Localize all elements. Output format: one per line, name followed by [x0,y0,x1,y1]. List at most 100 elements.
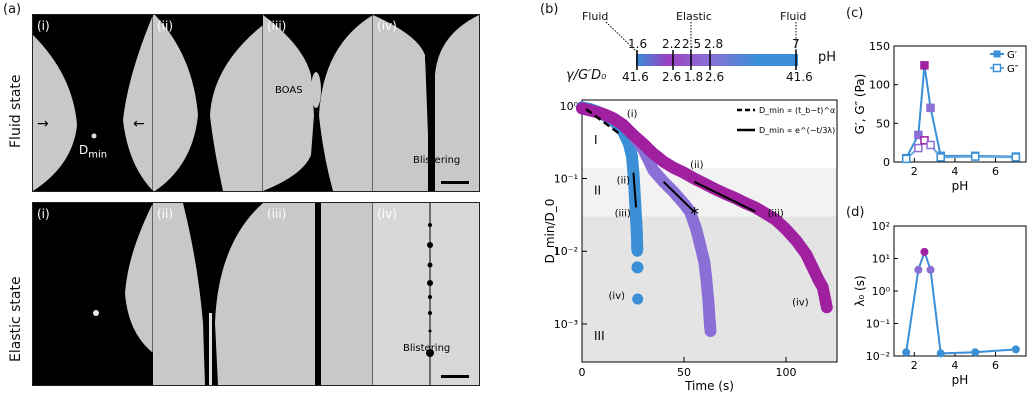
critical-point-marker: * [690,204,699,225]
data-point [820,301,833,314]
plot-frame [581,99,838,363]
elastic-state-frames [33,203,479,385]
elastic-frame-iii: (iii) [267,207,287,221]
panel-b-label: (b) [540,2,559,17]
fluid-scale-bar [441,181,469,184]
y-tick-label: 0 [883,156,890,169]
y-tick-label: 100 [869,79,890,92]
region-label: II [594,184,601,198]
x-tick-label: 2 [911,165,918,178]
power-law-fit-line [585,108,620,135]
state-elastic: Elastic [676,10,712,23]
fluid-state-frames [33,15,479,191]
series-annotation: (ii) [617,176,630,187]
series-annotation: (i) [627,109,638,120]
series-annotation: (ii) [690,160,703,171]
dmin-label: Dmin [79,143,108,161]
fluid-frame-iv: (iv) [377,19,397,33]
data-point [920,247,929,256]
x-axis-label: pH [952,373,969,387]
panel-a-label: (a) [3,2,22,17]
series-line [905,248,1016,355]
x-tick-label: 50 [677,366,691,379]
panel-c-label: (c) [846,6,864,21]
x-axis-label: Time (s) [684,379,734,393]
elastic-state-title: Elastic state [8,276,24,362]
legend-gdprime-marker [992,63,1002,73]
y-axis-label: G′, G″ (Pa) [853,74,867,135]
y-tick-label: 150 [869,40,890,53]
data-point [936,153,945,162]
ratio-tick-5: 41.6 [786,70,813,84]
x-tick-label: 0 [579,366,586,379]
x-tick-label: 100 [776,366,797,379]
panel-d-label: (d) [846,205,865,220]
data-point [902,348,911,357]
modulus-chart: 0 50 100 150 2 4 6 pH G′, G″ (Pa) G′ G″ [853,40,1027,193]
data-point [901,154,911,164]
state-fluid-left: Fluid [582,10,609,23]
y-tick-label: 10⁰ [560,100,579,113]
boas-label: BOAS [275,85,303,96]
ph-tick-4: 2.8 [704,37,724,51]
legend-gprime-label: G′ [1007,50,1018,61]
y-axis-label: λ₀ (s) [853,275,867,306]
fluid-frame-i: (i) [37,19,50,33]
elastic-frame-iv: (iv) [377,207,397,221]
ratio-tick-3: 1.8 [684,70,704,84]
ratio-tick-2: 2.6 [662,70,682,84]
data-point [631,245,643,257]
ratio-label: γ/G′D₀ [566,68,607,83]
legend-gprime-marker [993,50,1001,58]
data-point [704,325,717,338]
data-point [936,349,945,358]
elastic-state-image: (i) (ii) (iii) (iv) Blistering [32,202,480,386]
y-tick-label: 10⁰ [872,285,891,298]
legend-solid-label: D_min ∝ e^(−t/3λ) [759,126,835,135]
x-tick-label: 6 [992,165,999,178]
ph-tick-3: 2.5 [682,37,702,51]
region-label: I [594,133,598,147]
data-point [970,152,980,161]
arrow-left-icon: ← [133,116,145,132]
elastic-scale-bar [441,375,469,378]
exp-fit-line-purple [693,180,756,213]
data-point [926,103,935,113]
y-tick-label: 10⁻¹ [554,172,578,185]
series-annotation: (iii) [615,209,631,220]
fluid-state-image: (i) (ii) (iii) (iv) → ← Dmin BOAS Bliste… [32,14,480,192]
legend-gdprime-label: G″ [1007,64,1019,75]
fluid-frame-iii: (iii) [267,19,287,33]
state-fluid-right: Fluid [780,10,807,23]
series-annotation: (iv) [609,291,626,302]
ph-tick-2: 2.2 [662,37,682,51]
data-point [914,130,923,140]
x-axis-label: pH [952,179,969,193]
series-annotation: (iii) [768,209,784,220]
data-point [1011,153,1021,162]
y-tick-label: 10¹ [872,253,890,266]
data-point [971,348,980,357]
data-point [632,293,644,305]
y-tick-label: 10² [872,220,890,233]
y-tick-label: 10⁻² [554,245,578,258]
y-tick-label: 50 [876,117,890,130]
y-tick-label: 10⁻² [866,350,890,363]
x-tick-label: 6 [992,359,999,372]
x-tick-label: 4 [951,165,958,178]
exp-fit-line-blue [632,172,638,208]
data-point [1011,345,1020,354]
ph-gradient-bar [605,21,798,70]
ph-unit-label: pH [818,50,837,65]
ratio-tick-1: 41.6 [622,70,649,84]
fluid-blistering-label: Blistering [413,155,461,166]
data-point [926,140,935,150]
elastic-frame-i: (i) [37,207,50,221]
relaxation-time-chart: 10² 10¹ 10⁰ 10⁻¹ 10⁻² 2 4 6 pH λ₀ (s) [853,220,1027,387]
legend-dashed-label: D_min ∝ (t_b−t)^α [759,106,835,115]
ratio-tick-4: 2.6 [705,70,725,84]
data-point [920,61,929,70]
data-point [926,265,935,274]
fluid-state-title: Fluid state [8,74,24,148]
